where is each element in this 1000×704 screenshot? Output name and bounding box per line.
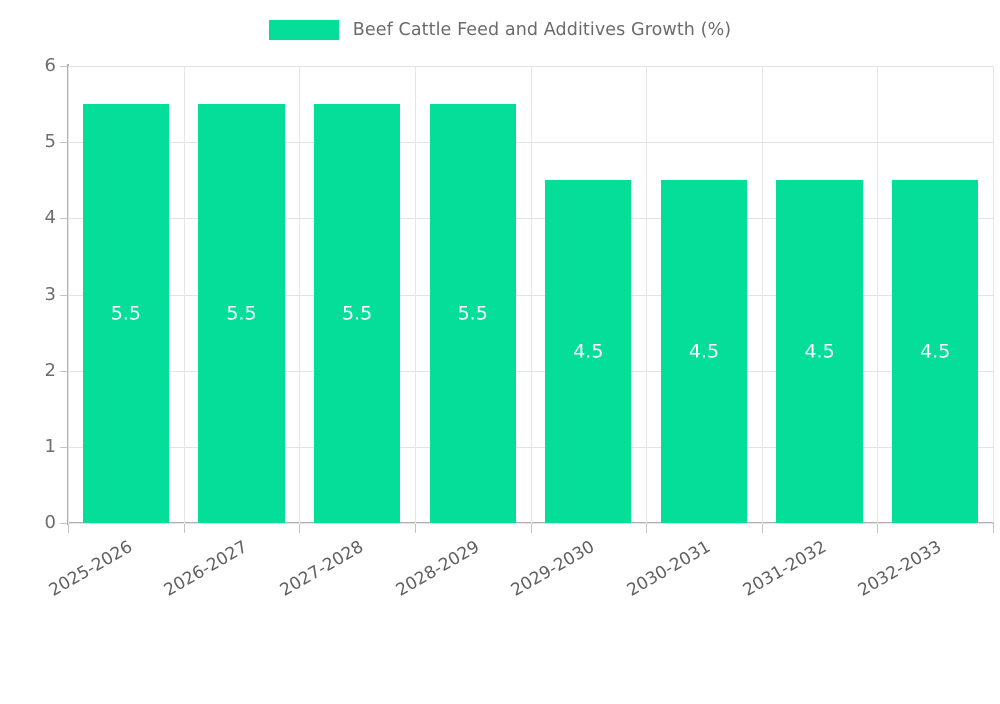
y-axis-tick-mark: [60, 370, 67, 372]
y-axis-tick-label: 4: [44, 207, 56, 229]
gridline-vertical: [415, 66, 416, 523]
bar[interactable]: 5.5: [313, 104, 401, 523]
legend-color-swatch: [268, 20, 339, 40]
gridline-horizontal: [68, 523, 993, 524]
gridline-horizontal: [68, 218, 993, 220]
x-axis-tick-mark: [762, 524, 763, 533]
legend-label: Beef Cattle Feed and Additives Growth (%…: [352, 20, 732, 40]
x-axis-tick-mark: [68, 524, 69, 533]
bar[interactable]: 4.5: [776, 180, 863, 523]
y-axis-tick-label: 3: [44, 283, 56, 305]
x-axis-tick-mark: [531, 524, 532, 533]
bar-value-label: 5.5: [226, 302, 257, 325]
gridline-horizontal: [68, 294, 993, 296]
x-axis-tick-mark: [993, 524, 994, 533]
y-axis-tick-mark: [60, 218, 67, 220]
plot-area: 5.5 5.5 5.5 5.5 4.5 4.5 4.5 4.5: [68, 66, 994, 524]
bar-value-label: 5.5: [341, 302, 373, 325]
gridline-vertical: [184, 66, 185, 523]
gridline-vertical: [646, 66, 647, 523]
y-axis-tick-label: 5: [44, 131, 56, 153]
bar-value-label: 4.5: [573, 340, 604, 363]
gridline-vertical: [993, 66, 994, 523]
bar-value-label: 5.5: [457, 302, 488, 325]
x-axis-tick-mark: [184, 524, 185, 533]
bar-value-label: 4.5: [920, 340, 951, 363]
bar-value-label: 4.5: [804, 340, 835, 363]
y-axis-tick-label: 1: [44, 435, 56, 457]
x-axis-tick-mark: [299, 524, 300, 533]
bar[interactable]: 5.5: [429, 104, 516, 523]
y-axis-tick-label: 0: [44, 512, 56, 533]
bar[interactable]: 4.5: [545, 180, 632, 523]
gridline-horizontal: [68, 370, 993, 372]
bar-chart: Beef Cattle Feed and Additives Growth (%…: [0, 0, 1000, 601]
y-axis-tick-mark: [60, 523, 67, 524]
y-axis-tick-mark: [60, 294, 67, 296]
gridline-vertical: [68, 66, 69, 523]
y-axis-labels: 0 1 2 3 4 5 6: [0, 0, 56, 600]
gridline-vertical: [762, 66, 763, 523]
y-axis-tick-mark: [60, 446, 67, 448]
x-axis-tick-mark: [415, 524, 416, 533]
x-axis-tick-mark: [877, 524, 878, 533]
x-axis-tick-mark: [646, 524, 647, 533]
gridline-horizontal: [68, 446, 993, 448]
bar[interactable]: 4.5: [892, 180, 979, 523]
bar-value-label: 5.5: [110, 302, 141, 325]
bar[interactable]: 5.5: [198, 104, 285, 523]
gridline-horizontal: [68, 66, 993, 67]
y-axis-tick-label: 2: [44, 359, 56, 381]
chart-legend: Beef Cattle Feed and Additives Growth (%…: [0, 14, 1000, 46]
gridline-vertical: [877, 66, 878, 523]
bar[interactable]: 4.5: [660, 180, 747, 523]
bar-value-label: 4.5: [688, 340, 720, 363]
y-axis-tick-mark: [60, 142, 67, 144]
gridline-vertical: [299, 66, 300, 523]
gridline-vertical: [531, 66, 532, 523]
y-axis-tick-label: 6: [44, 55, 56, 76]
y-axis-tick-mark: [60, 66, 67, 67]
gridline-horizontal: [68, 142, 993, 144]
bar[interactable]: 5.5: [82, 104, 169, 523]
